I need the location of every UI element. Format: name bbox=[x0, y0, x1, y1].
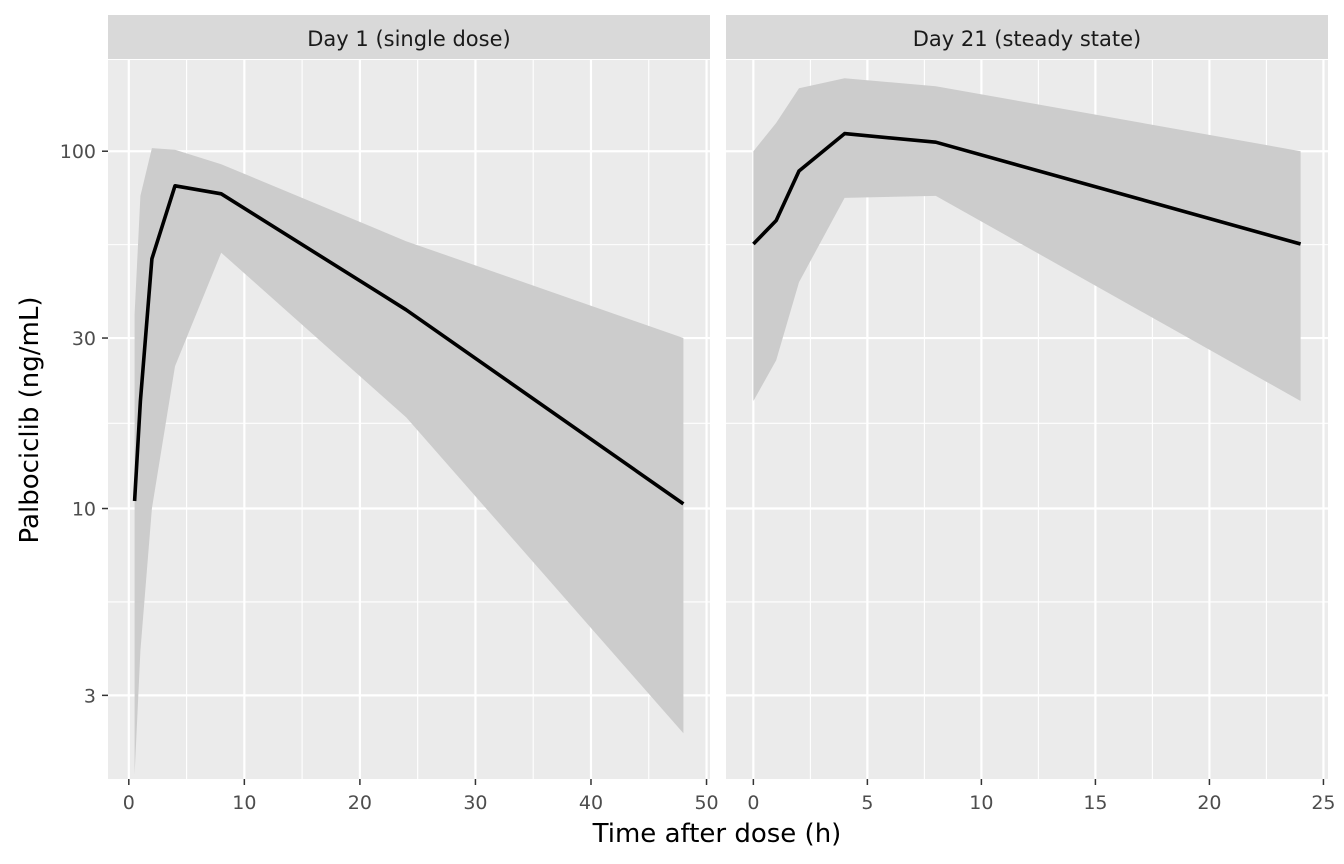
y-tick-label: 10 bbox=[72, 499, 96, 521]
x-tick-label: 10 bbox=[969, 792, 993, 814]
panel-strip bbox=[726, 15, 1328, 59]
panel-strip-label: Day 1 (single dose) bbox=[307, 27, 510, 51]
x-tick-label: 25 bbox=[1311, 792, 1335, 814]
panel-1: Day 1 (single dose) 0 10 20 30 40 50 bbox=[108, 15, 719, 814]
panel-strip bbox=[108, 15, 710, 59]
y-tick-label: 100 bbox=[60, 141, 96, 163]
x-tick-label: 0 bbox=[747, 792, 759, 814]
panel-2: Day 21 (steady state) 0 5 10 15 20 25 bbox=[726, 15, 1336, 814]
median-line bbox=[132, 184, 685, 506]
x-tick-label: 5 bbox=[861, 792, 873, 814]
x-tick-label: 20 bbox=[348, 792, 372, 814]
x-axis-title: Time after dose (h) bbox=[592, 819, 842, 849]
y-tick-label: 3 bbox=[84, 685, 96, 707]
y-axis-title: Palbociclib (ng/mL) bbox=[15, 297, 45, 544]
x-tick-label: 20 bbox=[1197, 792, 1221, 814]
x-tick-label: 30 bbox=[463, 792, 487, 814]
x-tick-label: 50 bbox=[694, 792, 718, 814]
x-tick-label: 15 bbox=[1083, 792, 1107, 814]
ribbon-interval bbox=[134, 148, 684, 775]
x-tick-label: 0 bbox=[123, 792, 135, 814]
ribbon-interval bbox=[753, 78, 1301, 402]
median-line bbox=[752, 131, 1302, 246]
y-tick-label: 30 bbox=[72, 328, 96, 350]
panel-strip-label: Day 21 (steady state) bbox=[913, 27, 1142, 51]
x-tick-label: 40 bbox=[579, 792, 603, 814]
x-tick-label: 10 bbox=[232, 792, 256, 814]
